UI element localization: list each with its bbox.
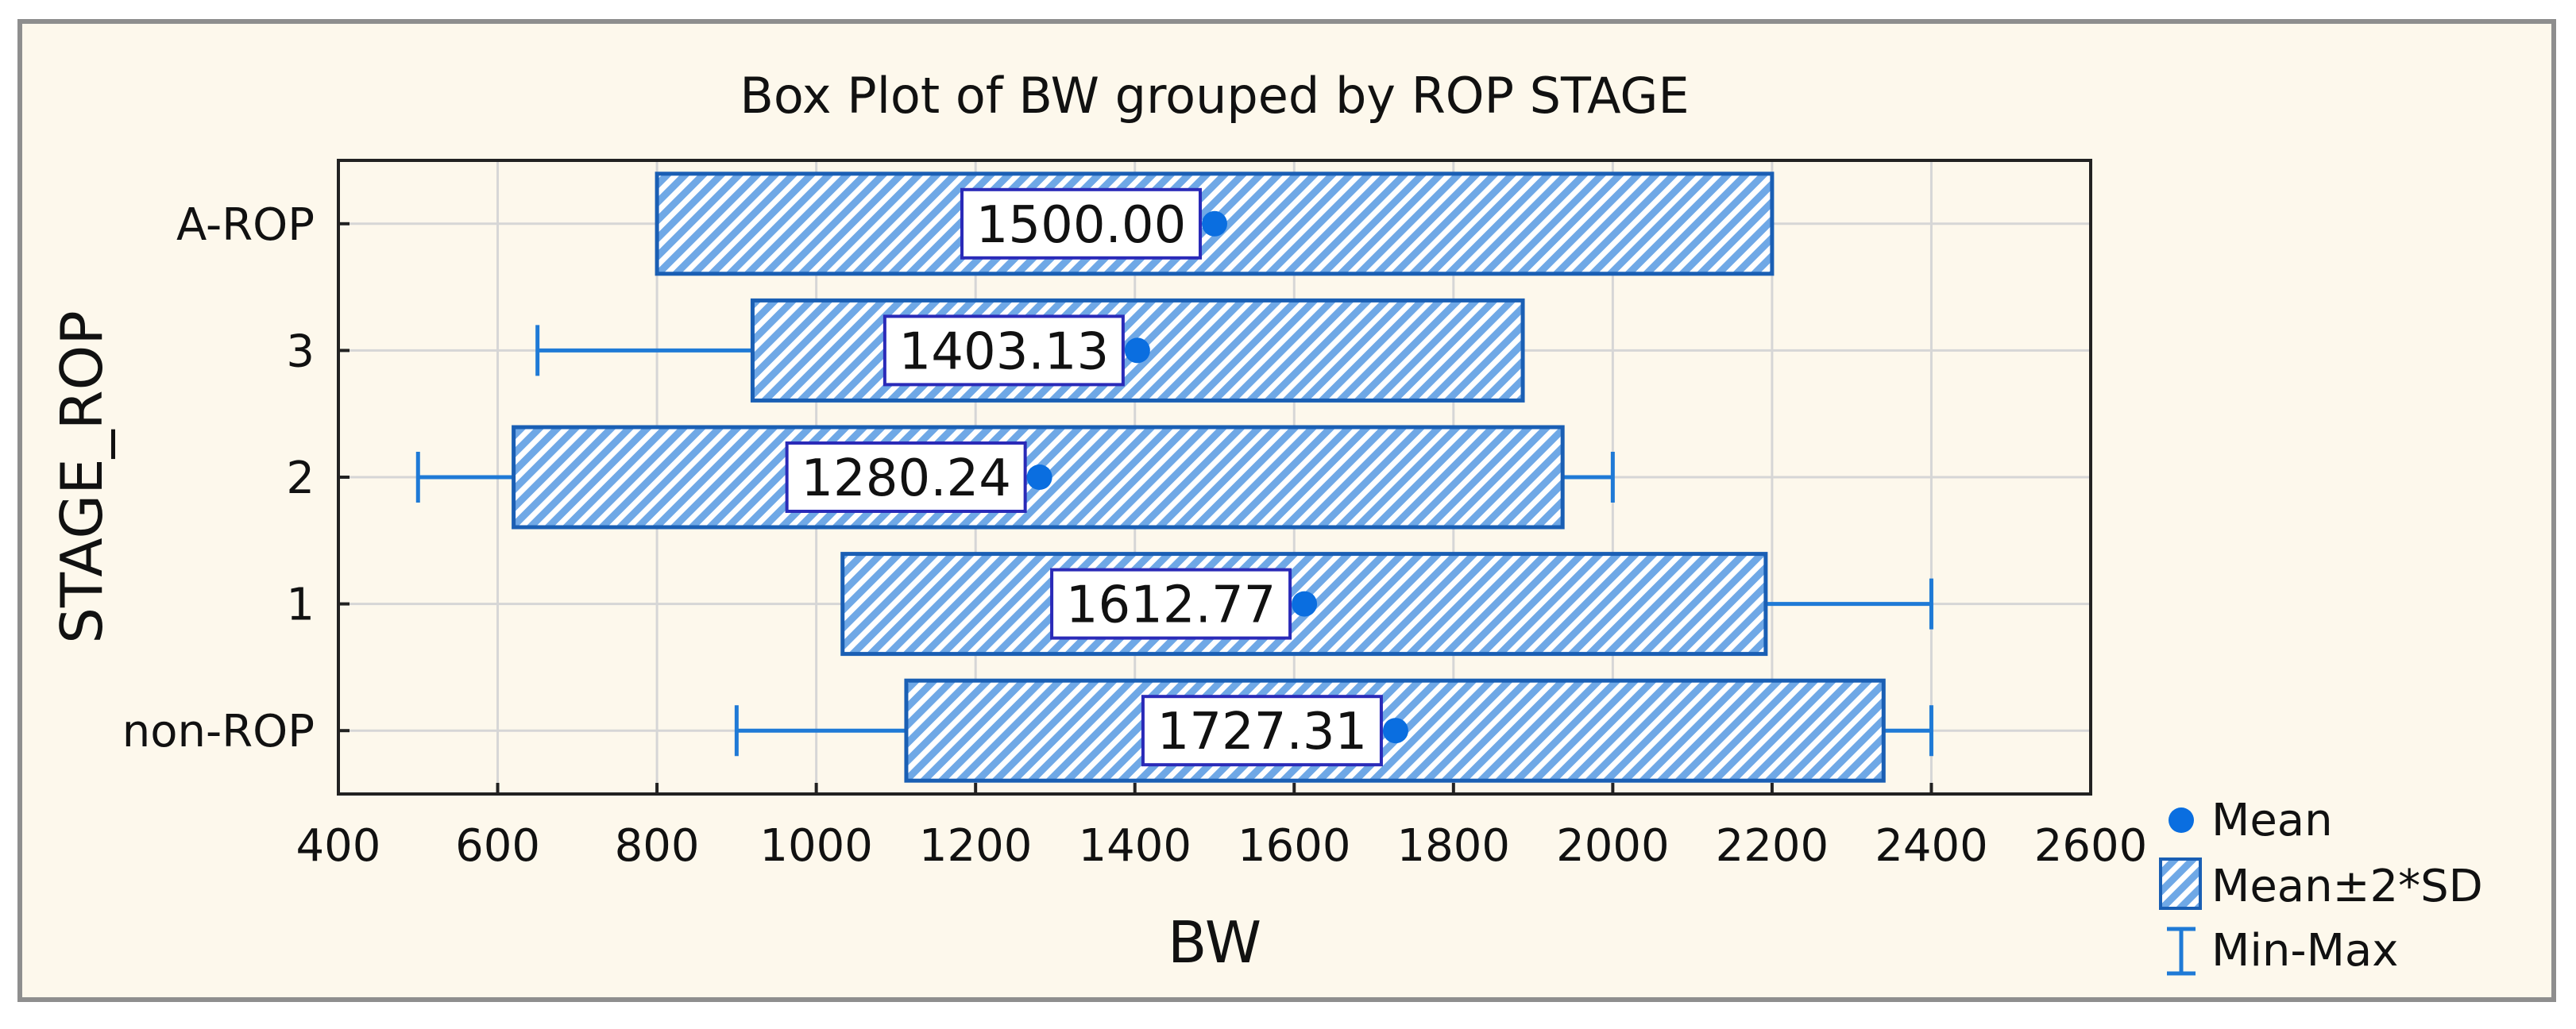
y-tick-label: non-ROP	[122, 706, 315, 757]
legend-mean-label: Mean	[2211, 795, 2333, 846]
mean-point-3	[1124, 337, 1150, 364]
legend-mean-marker	[2169, 807, 2194, 833]
chart-title: Box Plot of BW grouped by ROP STAGE	[740, 67, 1689, 125]
legend-sd-marker	[2159, 858, 2202, 910]
box-group-non-ROP: 1727.31	[734, 678, 1933, 783]
mean-label-box	[785, 441, 1027, 513]
mean-label-box	[1141, 695, 1383, 767]
box-group-1: 1612.77	[840, 552, 1933, 657]
box-group-2: 1280.24	[415, 425, 1615, 530]
box-group-A-ROP: 1500.00	[655, 172, 1775, 276]
y-axis-ticks: A-ROP 3 2 1 non-ROP	[122, 199, 350, 757]
y-axis-label: STAGE_ROP	[48, 310, 115, 643]
legend: Mean Mean±2*SD Min-Max	[2159, 795, 2483, 977]
x-tick-label: 600	[455, 820, 540, 872]
x-tick-label: 1800	[1397, 820, 1511, 872]
mean-label-box	[882, 314, 1125, 387]
x-tick-label: 1000	[759, 820, 873, 872]
mean-label: 1280.24	[801, 449, 1011, 508]
mean-label: 1727.31	[1157, 703, 1368, 761]
y-tick-label: 1	[286, 580, 315, 631]
x-tick-label: 2200	[1716, 820, 1829, 872]
y-tick-label: 2	[286, 453, 315, 504]
x-axis-label: BW	[1168, 909, 1261, 976]
x-tick-label: 1200	[919, 820, 1033, 872]
chart-frame: Box Plot of BW grouped by ROP STAGE 400 6…	[17, 19, 2556, 1002]
y-tick-label: 3	[286, 326, 315, 377]
box-marks: 1500.00 1403.13 1280.24 1612.77 1727.31	[415, 172, 1933, 783]
x-tick-label: 1600	[1238, 820, 1351, 872]
mean-point-A-ROP	[1202, 210, 1227, 237]
mean-label: 1500.00	[976, 196, 1187, 255]
mean-point-non-ROP	[1382, 718, 1408, 744]
mean-point-1	[1292, 591, 1318, 617]
legend-sd-label: Mean±2*SD	[2211, 861, 2483, 912]
legend-minmax-label: Min-Max	[2211, 925, 2398, 977]
x-tick-label: 2400	[1875, 820, 1988, 872]
y-tick-label: A-ROP	[176, 199, 315, 251]
mean-label-box	[960, 187, 1202, 260]
mean-point-2	[1026, 464, 1052, 490]
box-group-3: 1403.13	[535, 298, 1525, 403]
x-tick-label: 2600	[2034, 820, 2148, 872]
mean-label: 1403.13	[899, 322, 1110, 381]
mean-label-box	[1050, 568, 1292, 640]
x-tick-label: 1400	[1078, 820, 1191, 872]
x-tick-label: 2000	[1556, 820, 1670, 872]
mean-label: 1612.77	[1066, 576, 1276, 635]
x-tick-label: 400	[296, 820, 381, 872]
box-plot-chart: Box Plot of BW grouped by ROP STAGE 400 6…	[48, 67, 2483, 977]
x-axis-ticks: 400 600 800 1000 1200 1400 1600 1800 2000 2200 240…	[296, 783, 2148, 872]
x-tick-label: 800	[615, 820, 700, 872]
